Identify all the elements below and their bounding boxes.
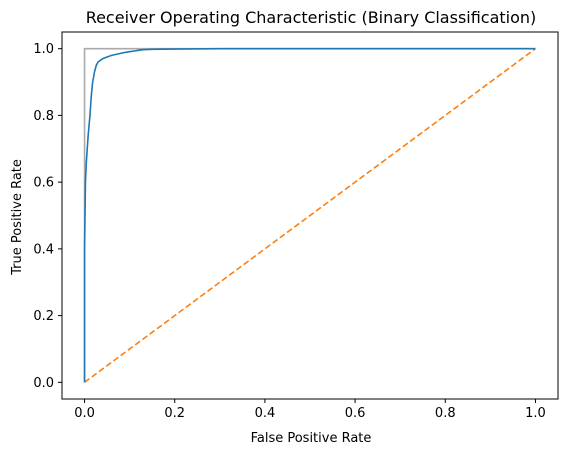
chart-title: Receiver Operating Characteristic (Binar…: [86, 8, 537, 27]
plot-area: [83, 47, 536, 383]
y-tick-label: 0.4: [33, 242, 54, 257]
y-tick-label: 0.0: [33, 376, 54, 391]
x-tick-label: 0.8: [435, 406, 456, 421]
y-tick-label: 0.6: [33, 176, 54, 191]
x-tick-label: 0.0: [74, 406, 95, 421]
y-tick-label: 0.2: [33, 309, 54, 324]
x-tick-label: 0.4: [255, 406, 276, 421]
y-axis-label: True Positive Rate: [10, 159, 25, 276]
series-line-1: [84, 48, 536, 383]
x-tick-label: 1.0: [525, 406, 546, 421]
x-axis-label: False Positive Rate: [251, 431, 372, 446]
y-tick-label: 1.0: [33, 42, 54, 57]
x-tick-label: 0.2: [164, 406, 185, 421]
plot-frame: [61, 31, 559, 400]
axes: 0.0 0.2 0.4 0.6 0.8 1.0 0.0 0.2 0.4 0.6 0.8 1.0: [33, 31, 559, 421]
series-line-0: [83, 47, 536, 383]
y-tick-label: 0.8: [33, 109, 54, 124]
x-tick-label: 0.6: [345, 406, 366, 421]
